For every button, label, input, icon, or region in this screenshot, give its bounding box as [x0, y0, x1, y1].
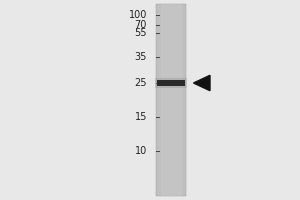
Text: 70: 70	[135, 20, 147, 30]
Bar	[157, 80, 185, 86]
Text: 35: 35	[135, 52, 147, 62]
Text: 55: 55	[134, 28, 147, 38]
Bar	[160, 4, 182, 196]
Bar	[157, 80, 185, 86]
Text: 100: 100	[129, 10, 147, 20]
Bar	[155, 78, 187, 88]
Polygon shape	[194, 75, 210, 91]
Text: 25: 25	[134, 78, 147, 88]
Text: 10: 10	[135, 146, 147, 156]
Text: 15: 15	[135, 112, 147, 122]
Bar	[156, 4, 186, 196]
